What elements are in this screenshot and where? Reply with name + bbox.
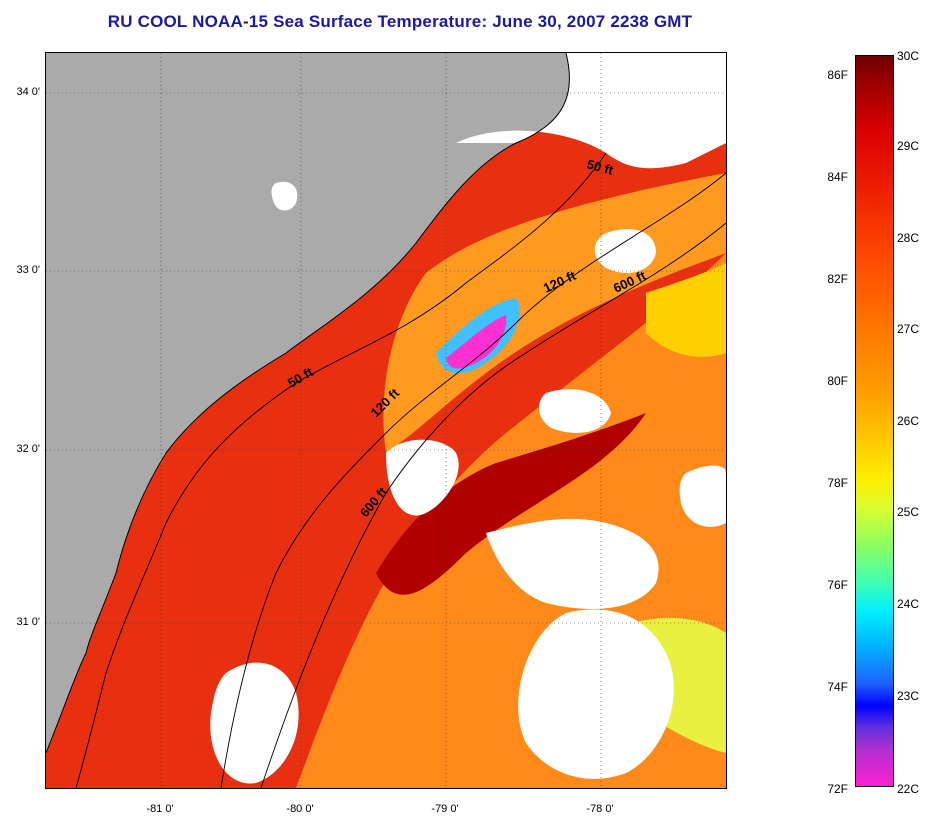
- contour-120ft: [220, 172, 726, 788]
- colorbar-f-82: 82F: [827, 272, 848, 286]
- cloud-6: [539, 389, 611, 433]
- colorbar-c-28: 28C: [897, 231, 920, 245]
- graticule: [46, 53, 726, 788]
- colorbar-c-26: 26C: [897, 414, 920, 428]
- lat-label-32: 32 0': [16, 443, 40, 455]
- sst-map: 50 ft 50 ft 120 ft 120 ft 600 ft 600 ft: [45, 52, 727, 789]
- hot-core: [376, 413, 646, 595]
- colorbar-c-30: 30C: [897, 49, 920, 63]
- colorbar-f-76: 76F: [827, 578, 848, 592]
- cloud-3: [518, 609, 674, 779]
- cloud-7: [679, 465, 726, 527]
- sst-map-graphic: 50 ft 50 ft 120 ft 120 ft 600 ft 600 ft: [46, 53, 726, 788]
- colorbar-c-29: 29C: [897, 139, 920, 153]
- colorbar-c-22: 22C: [897, 782, 920, 796]
- colorbar-f-80: 80F: [827, 374, 848, 388]
- colorbar-f-74: 74F: [827, 680, 848, 694]
- contour-600ft: [260, 222, 726, 788]
- lon-label-80: -80 0': [286, 803, 314, 815]
- colorbar-c-25: 25C: [897, 505, 920, 519]
- colorbar-f-84: 84F: [827, 170, 848, 184]
- cloud-4: [210, 662, 299, 784]
- contour-label-50ft-north: 50 ft: [585, 156, 615, 178]
- colorbar-c-24: 24C: [897, 597, 920, 611]
- land-mass: [46, 53, 570, 753]
- lat-label-34: 34 0': [16, 86, 40, 98]
- upwelling-core: [446, 315, 507, 369]
- colorbar-f-72: 72F: [827, 782, 848, 796]
- coastline: [46, 53, 570, 754]
- map-title: RU COOL NOAA-15 Sea Surface Temperature:…: [107, 12, 693, 31]
- colorbar-f-78: 78F: [827, 476, 848, 490]
- cloud-5: [594, 229, 656, 273]
- colorbar-f-86: 86F: [827, 68, 848, 82]
- cloud-2: [486, 518, 659, 609]
- colorbar-c-23: 23C: [897, 689, 920, 703]
- colorbar-c-27: 27C: [897, 322, 920, 336]
- lon-label-78: -78 0': [586, 803, 614, 815]
- lat-label-33: 33 0': [16, 264, 40, 276]
- temperature-colorbar: [855, 55, 894, 787]
- contour-50ft: [75, 152, 607, 788]
- cloud-1: [386, 439, 459, 516]
- lon-label-81: -81 0': [146, 803, 174, 815]
- yellow-patch-2: [646, 263, 726, 357]
- lon-label-79: -79 0': [431, 803, 459, 815]
- lat-label-31: 31 0': [16, 616, 40, 628]
- inland-cloud: [271, 181, 298, 211]
